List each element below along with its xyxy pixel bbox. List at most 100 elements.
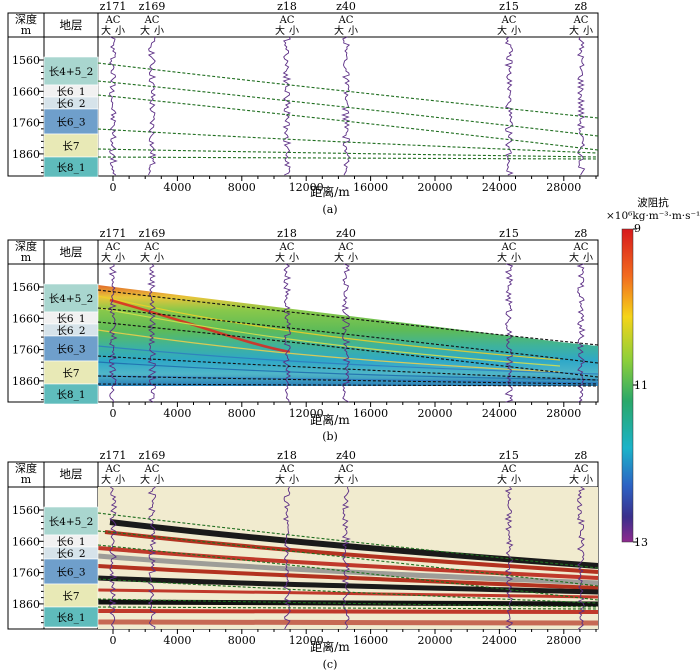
ac-log-curve <box>341 36 351 176</box>
distance-tick-label: 0 <box>110 407 117 420</box>
depth-tick-label: 1560 <box>12 281 40 294</box>
ac-small-label: 小 <box>583 474 593 486</box>
well-name: z171 <box>100 449 127 462</box>
layer-header: 地层 <box>60 245 83 259</box>
ac-small-label: 小 <box>115 474 125 486</box>
horizon-line <box>97 598 599 608</box>
ac-big-label: 大 <box>275 251 285 264</box>
distance-tick-label: 28000 <box>546 634 581 647</box>
ac-label: AC <box>338 464 354 475</box>
layer-label: 长8_1 <box>56 389 85 401</box>
colorbar-title: 波阻抗 ×10⁶kg·m⁻³·m·s⁻¹ <box>606 197 700 223</box>
layer-label: 长4+5_2 <box>49 516 94 528</box>
panel-a-frame <box>7 12 599 177</box>
distance-tick-label: 20000 <box>418 181 453 194</box>
layer-label: 长8_1 <box>56 612 85 624</box>
distance-tick-label: 24000 <box>482 181 517 194</box>
ac-big-label: 大 <box>140 24 150 37</box>
depth-header: 深度 <box>15 461 37 475</box>
ac-label: AC <box>105 464 121 475</box>
ac-log-curve <box>109 486 118 629</box>
distance-tick-label: 12000 <box>289 181 324 194</box>
layer-label: 长8_1 <box>56 162 85 174</box>
ac-label: AC <box>279 15 295 26</box>
depth-tick-label: 1760 <box>12 117 40 130</box>
layer-label: 长6_2 <box>56 325 85 337</box>
horizon-line <box>97 307 599 364</box>
layer-label: 长6_1 <box>56 536 85 548</box>
distance-tick-label: 12000 <box>289 407 324 420</box>
well-name: z40 <box>336 0 356 13</box>
depth-unit: m <box>21 473 32 486</box>
impedance-section <box>98 285 598 386</box>
colorbar-title-line1: 波阻抗 <box>637 197 669 209</box>
depth-tick-label: 1760 <box>12 567 40 580</box>
ac-big-label: 大 <box>275 24 285 37</box>
panel-b <box>7 239 599 403</box>
well-name: z169 <box>139 449 166 462</box>
ac-small-label: 小 <box>348 474 358 486</box>
colorbar-title-line2: ×10⁶kg·m⁻³·m·s⁻¹ <box>606 210 700 222</box>
ac-small-label: 小 <box>154 474 164 486</box>
ac-big-label: 大 <box>569 251 579 264</box>
horizon-line <box>97 606 599 610</box>
distance-tick-label: 16000 <box>353 407 388 420</box>
layer-block <box>43 383 99 405</box>
depth-tick-label: 1560 <box>12 54 40 67</box>
distance-tick-label: 8000 <box>228 181 256 194</box>
ac-small-label: 小 <box>583 25 593 37</box>
layer-label: 长6_3 <box>56 117 85 129</box>
distance-tick-label: 20000 <box>418 634 453 647</box>
horizon-line <box>97 512 599 569</box>
panel-c-content: 深度m 地层 1560 1660 1760 1860 长4+5_2 长6_1长6_2 长6_3 长… <box>12 449 599 671</box>
ac-small-label: 小 <box>348 252 358 264</box>
ac-big-label: 大 <box>497 473 507 486</box>
ac-log-curve <box>504 263 514 403</box>
ac-label: AC <box>144 15 160 26</box>
ac-log-curve <box>504 36 514 176</box>
ac-label: AC <box>105 15 121 26</box>
ac-small-label: 小 <box>115 252 125 264</box>
layer-block <box>43 506 99 536</box>
ac-label: AC <box>501 242 517 253</box>
horizon-line <box>97 321 599 378</box>
well-name: z171 <box>100 227 127 240</box>
depth-tick-label: 1660 <box>12 85 40 98</box>
layer-label: 长6_1 <box>56 86 85 98</box>
layer-label: 长4+5_2 <box>49 293 94 305</box>
distance-tick-label: 0 <box>110 181 117 194</box>
distance-tick-label: 24000 <box>482 634 517 647</box>
ac-small-label: 小 <box>348 25 358 37</box>
distance-tick-label: 28000 <box>546 407 581 420</box>
layer-header: 地层 <box>60 18 83 32</box>
ac-big-label: 大 <box>101 251 111 264</box>
horizon-line <box>97 289 599 346</box>
ac-log-curve <box>576 36 586 176</box>
well-name: z8 <box>575 0 588 13</box>
depth-tick-label: 1660 <box>12 312 40 325</box>
layer-label: 长6_2 <box>56 98 85 110</box>
ac-log-curve <box>108 263 118 403</box>
horizon-line <box>97 544 599 601</box>
ac-small-label: 小 <box>289 252 299 264</box>
layer-label: 长6_1 <box>56 313 85 325</box>
ac-log-curve <box>282 263 292 403</box>
panel-a-content: 深度m 地层 1560 1660 1760 1860 长4+5_2 长6_1长6_2 长6_3 长… <box>12 0 599 216</box>
distance-tick-label: 0 <box>110 634 117 647</box>
ac-label: AC <box>279 242 295 253</box>
colorbar-label-top: 9 <box>634 222 641 235</box>
ac-small-label: 小 <box>511 252 521 264</box>
distance-tick-label: 20000 <box>418 407 453 420</box>
ac-log-curve <box>576 486 586 630</box>
panel-caption: (c) <box>323 658 338 671</box>
x-axis-label: 距离/m <box>310 184 350 199</box>
distance-tick-label: 4000 <box>163 634 191 647</box>
ac-big-label: 大 <box>101 473 111 486</box>
panel-b-frame <box>7 239 599 403</box>
ac-log-curve <box>108 36 118 176</box>
horizon-line <box>97 148 599 158</box>
ac-log-curve <box>147 263 157 403</box>
ac-log-curve <box>341 263 351 403</box>
panel-caption: (a) <box>322 203 337 216</box>
depth-unit: m <box>21 251 32 264</box>
